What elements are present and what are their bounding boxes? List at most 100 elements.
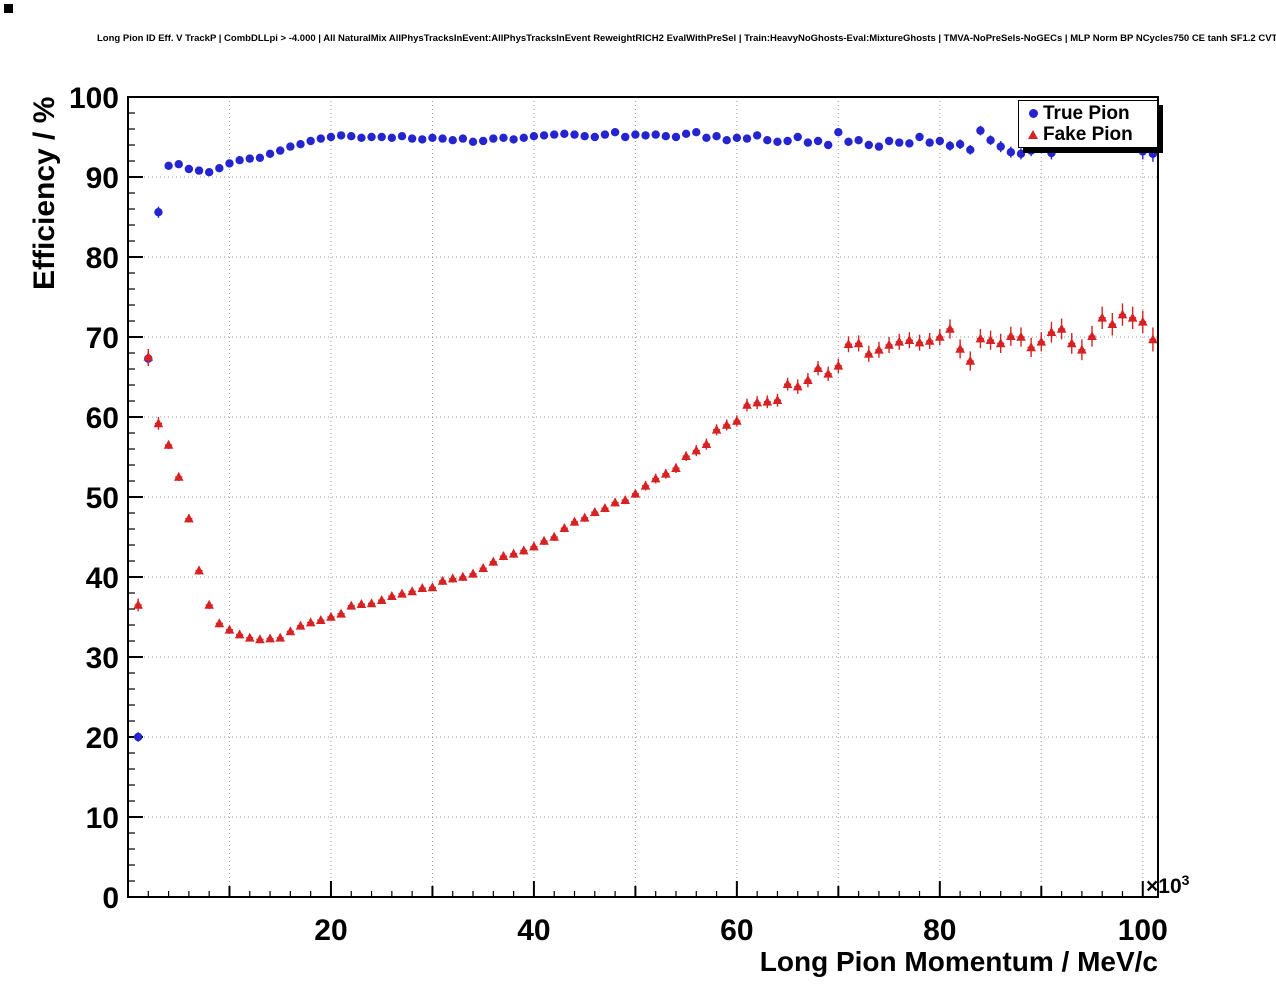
x-tick-label: 20 bbox=[314, 914, 347, 947]
data-point-circle bbox=[600, 130, 610, 139]
data-point-triangle bbox=[518, 545, 529, 555]
data-point-circle bbox=[976, 126, 985, 135]
data-point-triangle bbox=[153, 418, 164, 428]
data-point-triangle bbox=[1097, 312, 1107, 322]
data-point-triangle bbox=[275, 632, 286, 642]
x-axis-title: Long Pion Momentum / MeV/c bbox=[759, 946, 1158, 977]
data-point-circle bbox=[955, 140, 965, 149]
y-tick-labels: 0 10 20 30 40 50 60 70 80 90 100 bbox=[69, 82, 119, 915]
data-point-triangle bbox=[387, 591, 397, 600]
y-tick-label: 0 bbox=[102, 882, 119, 915]
fake-pion-marker-icon bbox=[1026, 130, 1040, 139]
legend: True Pion Fake Pion bbox=[1018, 100, 1158, 148]
data-point-triangle bbox=[255, 634, 265, 644]
data-point-circle bbox=[407, 134, 417, 143]
data-point-circle bbox=[397, 132, 407, 141]
data-point-circle bbox=[793, 132, 802, 142]
data-point-circle bbox=[783, 136, 792, 146]
data-point-circle bbox=[306, 136, 315, 146]
data-point-circle bbox=[286, 142, 295, 151]
data-point-triangle bbox=[853, 338, 864, 348]
data-point-circle bbox=[164, 161, 173, 170]
data-point-triangle bbox=[305, 617, 316, 627]
data-point-circle bbox=[377, 132, 386, 142]
data-point-triangle bbox=[833, 360, 844, 370]
data-point-triangle bbox=[163, 439, 174, 449]
data-point-triangle bbox=[214, 618, 225, 628]
data-point-triangle bbox=[924, 335, 935, 345]
data-point-circle bbox=[184, 164, 194, 174]
data-point-triangle bbox=[589, 507, 600, 516]
data-point-circle bbox=[661, 132, 671, 141]
y-tick-label: 50 bbox=[86, 482, 119, 515]
data-point-triangle bbox=[1016, 331, 1026, 341]
data-point-circle bbox=[174, 160, 183, 169]
plot-frame-border bbox=[127, 96, 1159, 898]
data-point-circle bbox=[834, 128, 843, 137]
data-point-triangle bbox=[173, 471, 184, 481]
data-point-circle bbox=[1016, 149, 1026, 158]
data-point-triangle bbox=[1026, 342, 1036, 352]
canvas-corner-artifact bbox=[4, 4, 13, 13]
data-point-circle bbox=[215, 164, 224, 173]
data-point-circle bbox=[580, 132, 589, 141]
data-point-triangle bbox=[478, 563, 488, 572]
x-tick-label: 40 bbox=[517, 914, 550, 947]
data-point-circle bbox=[529, 132, 539, 141]
data-point-triangle bbox=[813, 363, 823, 372]
data-point-triangle bbox=[316, 615, 326, 624]
data-point-circle bbox=[905, 139, 914, 148]
data-point-circle bbox=[874, 142, 884, 151]
data-point-circle bbox=[631, 130, 640, 139]
data-point-triangle bbox=[1087, 331, 1097, 340]
data-point-circle bbox=[336, 131, 346, 140]
data-point-circle bbox=[823, 140, 833, 150]
x-axis-multiplier-exp: 3 bbox=[1181, 872, 1190, 888]
data-point-triangle bbox=[529, 541, 539, 551]
data-point-circle bbox=[326, 132, 336, 142]
data-point-circle bbox=[742, 134, 752, 143]
legend-label: True Pion bbox=[1043, 102, 1130, 124]
data-point-triangle bbox=[559, 523, 570, 532]
data-point-triangle bbox=[569, 516, 580, 526]
data-point-triangle bbox=[843, 339, 854, 348]
data-point-triangle bbox=[244, 632, 255, 642]
data-point-triangle bbox=[1006, 331, 1016, 340]
plot-title: Long Pion ID Eff. V TrackP | CombDLLpi >… bbox=[97, 33, 1276, 44]
data-point-circle bbox=[539, 131, 549, 140]
data-point-triangle bbox=[1148, 334, 1158, 344]
data-point-triangle bbox=[549, 531, 560, 541]
data-point-triangle bbox=[468, 568, 478, 578]
data-point-triangle bbox=[742, 399, 752, 409]
data-point-triangle bbox=[661, 468, 671, 478]
data-point-circle bbox=[651, 130, 660, 139]
data-point-triangle bbox=[904, 335, 915, 344]
data-point-triangle bbox=[397, 588, 407, 598]
data-point-circle bbox=[945, 141, 955, 150]
data-point-circle bbox=[235, 156, 244, 165]
data-point-triangle bbox=[427, 582, 438, 592]
data-point-triangle bbox=[285, 626, 296, 636]
data-point-circle bbox=[722, 136, 731, 145]
data-point-triangle bbox=[620, 495, 631, 504]
data-point-triangle bbox=[447, 573, 458, 583]
data-point-triangle bbox=[1117, 309, 1128, 319]
data-point-circle bbox=[712, 132, 721, 141]
data-point-triangle bbox=[650, 473, 661, 483]
plot-frame bbox=[128, 97, 1158, 897]
data-point-triangle bbox=[894, 336, 905, 346]
data-point-circle bbox=[468, 137, 478, 146]
data-point-circle bbox=[671, 132, 681, 142]
data-point-triangle bbox=[488, 556, 499, 566]
data-point-circle bbox=[702, 133, 711, 142]
data-point-triangle bbox=[914, 337, 925, 347]
data-point-triangle bbox=[376, 595, 387, 604]
data-point-circle bbox=[732, 133, 742, 142]
data-point-triangle bbox=[437, 575, 448, 585]
data-point-triangle bbox=[995, 338, 1006, 348]
data-point-circle bbox=[245, 154, 254, 163]
data-point-circle bbox=[803, 138, 813, 147]
y-tick-label: 90 bbox=[86, 162, 119, 195]
data-point-triangle bbox=[336, 608, 346, 618]
